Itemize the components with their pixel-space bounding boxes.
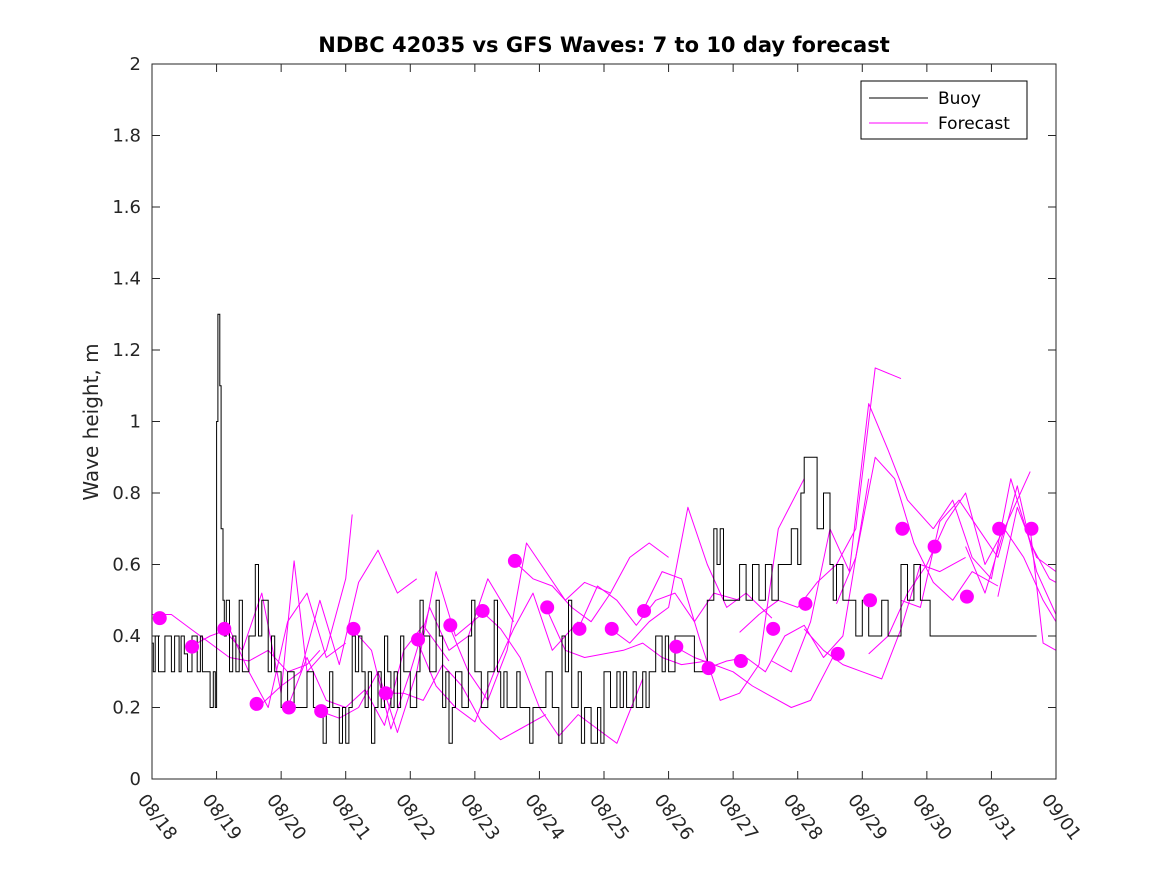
forecast-marker xyxy=(863,593,878,608)
forecast-marker xyxy=(669,639,684,654)
forecast-marker xyxy=(604,621,619,636)
forecast-marker xyxy=(959,589,974,604)
y-tick-label: 0.4 xyxy=(112,626,141,647)
buoy-line xyxy=(152,313,1037,744)
forecast-marker xyxy=(217,621,232,636)
forecast-marker xyxy=(507,553,522,568)
forecast-marker xyxy=(378,686,393,701)
forecast-marker xyxy=(185,639,200,654)
legend-box xyxy=(860,80,1028,140)
forecast-marker xyxy=(572,621,587,636)
forecast-line xyxy=(1029,528,1057,651)
y-tick-label: 1.2 xyxy=(112,340,141,361)
forecast-marker xyxy=(637,603,652,618)
forecast-marker xyxy=(346,621,361,636)
forecast-marker xyxy=(281,700,296,715)
forecast-line xyxy=(868,471,1031,655)
legend: Buoy Forecast xyxy=(860,80,1028,140)
x-tick-label: 08/20 xyxy=(262,790,310,844)
x-tick-label: 08/21 xyxy=(327,790,375,844)
plot-background xyxy=(152,64,1056,779)
buoy-series-group xyxy=(152,313,1037,744)
forecast-marker xyxy=(733,654,748,669)
plot-area xyxy=(152,64,1056,779)
x-tick-label: 08/23 xyxy=(456,790,504,844)
forecast-marker xyxy=(1024,521,1039,536)
x-tick-label: 08/28 xyxy=(779,790,827,844)
forecast-marker xyxy=(152,611,167,626)
axes-frame xyxy=(151,63,1057,780)
forecast-marker xyxy=(411,632,426,647)
x-tick-label: 08/18 xyxy=(133,790,181,844)
forecast-marker xyxy=(443,618,458,633)
y-tick-label: 1.6 xyxy=(112,197,141,218)
x-tick-label: 09/01 xyxy=(1037,790,1085,844)
forecast-marker xyxy=(798,596,813,611)
forecast-marker xyxy=(895,521,910,536)
y-tick-label: 0.6 xyxy=(112,555,141,576)
chart-title: NDBC 42035 vs GFS Waves: 7 to 10 day for… xyxy=(318,33,889,57)
y-tick-label: 1.8 xyxy=(112,126,141,147)
forecast-markers-group xyxy=(152,521,1039,719)
forecast-marker xyxy=(540,600,555,615)
y-tick-label: 0.2 xyxy=(112,698,141,719)
forecast-line xyxy=(803,556,966,680)
axes-box xyxy=(151,63,1057,780)
forecast-line xyxy=(448,542,611,701)
forecast-marker xyxy=(927,539,942,554)
x-tick-label: 08/31 xyxy=(972,790,1020,844)
x-tick-label: 08/24 xyxy=(520,790,568,844)
x-tick-label: 08/27 xyxy=(714,790,762,844)
y-tick-label: 0.8 xyxy=(112,483,141,504)
forecast-line xyxy=(707,478,870,673)
forecast-marker xyxy=(830,646,845,661)
y-tick-label: 2 xyxy=(130,54,141,75)
forecast-line xyxy=(513,542,669,623)
forecast-marker xyxy=(249,696,264,711)
x-tick-label: 08/22 xyxy=(391,790,439,844)
forecast-line xyxy=(739,367,902,633)
y-tick-label: 1.4 xyxy=(112,269,141,290)
x-tick-label: 08/29 xyxy=(843,790,891,844)
forecast-marker xyxy=(314,704,329,719)
forecast-marker xyxy=(766,621,781,636)
forecast-line xyxy=(222,514,353,694)
forecast-line xyxy=(836,456,999,604)
x-tick-label: 08/19 xyxy=(198,790,246,844)
x-tick-label: 08/25 xyxy=(585,790,633,844)
y-tick-label: 1 xyxy=(130,412,141,433)
forecast-marker xyxy=(701,661,716,676)
y-axis-label: Wave height, m xyxy=(79,343,103,500)
y-axis-ticks: 0 0.2 0.4 0.6 0.8 1 1.2 1.4 1.6 1.8 2 xyxy=(112,54,1056,790)
x-tick-label: 08/26 xyxy=(650,790,698,844)
legend-buoy-label: Buoy xyxy=(938,89,981,109)
y-tick-label: 0 xyxy=(130,769,141,790)
legend-forecast-label: Forecast xyxy=(938,114,1010,134)
forecast-line xyxy=(965,528,1057,622)
forecast-marker xyxy=(992,521,1007,536)
x-tick-label: 08/30 xyxy=(908,790,956,844)
forecast-marker xyxy=(475,603,490,618)
forecast-line xyxy=(674,646,837,708)
